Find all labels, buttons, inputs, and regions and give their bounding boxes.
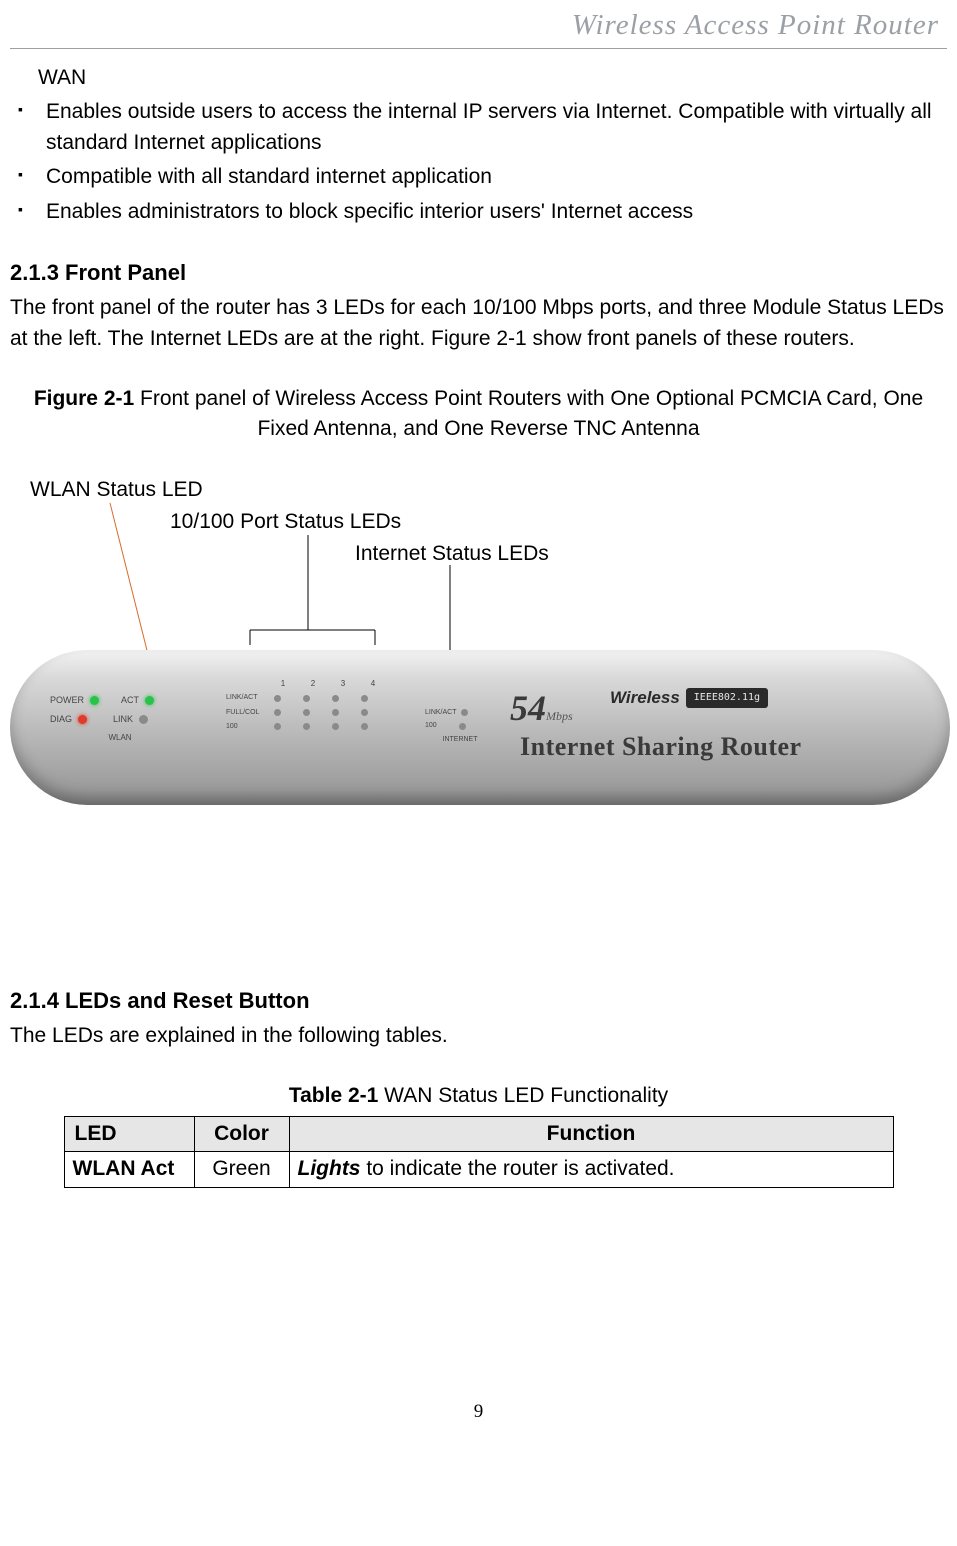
inet-row-label: LINK/ACT — [425, 708, 457, 718]
list-item: Enables outside users to access the inte… — [10, 97, 947, 158]
section-213-heading: 2.1.3 Front Panel — [10, 257, 947, 289]
table-header-row: LED Color Function — [64, 1116, 893, 1151]
port-num: 4 — [371, 678, 375, 690]
led-diag-icon — [78, 715, 87, 724]
port-num: 1 — [281, 678, 285, 690]
led-power-icon — [90, 696, 99, 705]
figure-label: Figure 2-1 — [34, 387, 134, 410]
list-item: Compatible with all standard internet ap… — [10, 162, 947, 192]
td-color: Green — [194, 1152, 289, 1187]
page-number: 9 — [10, 1398, 947, 1426]
led-icon — [461, 709, 468, 716]
callout-internet-leds: Internet Status LEDs — [355, 539, 549, 569]
th-color: Color — [194, 1116, 289, 1151]
table21-label: Table 2-1 — [289, 1084, 378, 1107]
func-emphasis: Lights — [298, 1157, 361, 1180]
speed-unit: Mbps — [546, 709, 573, 723]
label-link: LINK — [113, 713, 133, 726]
label-power: POWER — [50, 694, 84, 707]
router-left-leds: POWER ACT DIAG LINK WLAN — [50, 688, 190, 766]
wan-continuation: WAN — [38, 63, 947, 93]
router-internet-leds: LINK/ACT 100 INTERNET — [425, 705, 495, 765]
wan-bullet-list: Enables outside users to access the inte… — [10, 97, 947, 227]
router-wireless-badge: Wireless IEEE802.11g — [610, 686, 768, 711]
page-header-title: Wireless Access Point Router — [10, 4, 947, 49]
list-item: Enables administrators to block specific… — [10, 197, 947, 227]
section-214-body: The LEDs are explained in the following … — [10, 1021, 947, 1051]
led-table: LED Color Function WLAN Act Green Lights… — [64, 1116, 894, 1188]
figure-caption-text: Front panel of Wireless Access Point Rou… — [134, 387, 923, 440]
port-row-label: LINK/ACT — [226, 693, 268, 703]
table21-caption: Table 2-1 WAN Status LED Functionality — [10, 1081, 947, 1111]
wireless-text: Wireless — [610, 686, 680, 711]
callout-wlan-led: WLAN Status LED — [30, 475, 203, 505]
ieee-badge: IEEE802.11g — [686, 688, 768, 709]
port-num: 3 — [341, 678, 345, 690]
led-act-icon — [145, 696, 154, 705]
section-214-heading: 2.1.4 LEDs and Reset Button — [10, 985, 947, 1017]
router-body: POWER ACT DIAG LINK WLAN 1 — [10, 650, 950, 805]
inet-row-label: 100 — [425, 721, 437, 731]
td-led-name: WLAN Act — [64, 1152, 194, 1187]
port-num: 2 — [311, 678, 315, 690]
table-row: WLAN Act Green Lights to indicate the ro… — [64, 1152, 893, 1187]
router-port-leds: 1 2 3 4 LINK/ACT FULL/COL 100 — [226, 678, 401, 773]
label-diag: DIAG — [50, 713, 72, 726]
port-row-label: 100 — [226, 722, 268, 732]
section-213-body: The front panel of the router has 3 LEDs… — [10, 293, 947, 354]
th-led: LED — [64, 1116, 194, 1151]
figure-caption: Figure 2-1 Front panel of Wireless Acces… — [10, 384, 947, 445]
func-text: to indicate the router is activated. — [361, 1157, 675, 1180]
inet-title: INTERNET — [425, 735, 495, 745]
port-row-label: FULL/COL — [226, 708, 268, 718]
led-link-icon — [139, 715, 148, 724]
speed-number: 54 — [510, 688, 546, 728]
label-wlan: WLAN — [50, 732, 190, 744]
router-speed: 54Mbps — [510, 682, 573, 734]
td-function: Lights to indicate the router is activat… — [289, 1152, 893, 1187]
table21-caption-text: WAN Status LED Functionality — [378, 1084, 668, 1107]
th-function: Function — [289, 1116, 893, 1151]
label-act: ACT — [121, 694, 139, 707]
router-subtitle: Internet Sharing Router — [520, 728, 802, 766]
front-panel-diagram: WLAN Status LED 10/100 Port Status LEDs … — [10, 475, 950, 925]
led-icon — [459, 723, 466, 730]
callout-port-leds: 10/100 Port Status LEDs — [170, 507, 401, 537]
